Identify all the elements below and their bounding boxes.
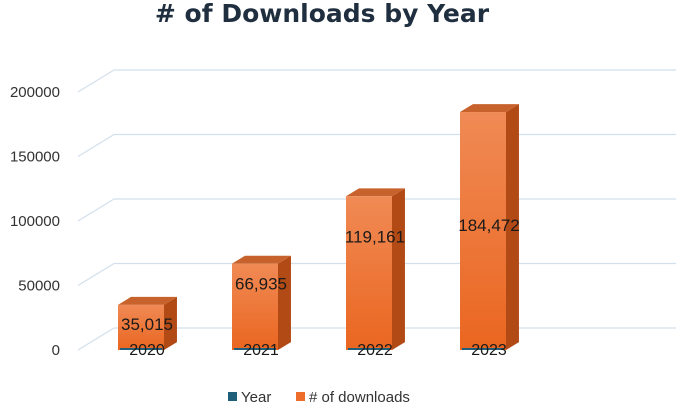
year-series-bar — [234, 348, 276, 350]
bar-side — [164, 296, 177, 350]
category-label: 2023 — [471, 342, 507, 359]
legend: Year # of downloads — [228, 389, 410, 406]
y-tick-label: 100000 — [10, 213, 60, 230]
category-label: 2022 — [357, 342, 393, 359]
data-labels: 35,015 66,935 119,161 184,472 — [121, 216, 520, 334]
data-label: 35,015 — [121, 315, 173, 334]
bar-side — [392, 188, 405, 350]
category-label: 2020 — [129, 342, 165, 359]
legend-label-downloads: # of downloads — [309, 389, 410, 406]
data-label: 119,161 — [345, 227, 405, 246]
bar-2023 — [460, 104, 519, 351]
category-labels: 2020 2021 2022 2023 — [129, 342, 507, 359]
year-series-bar — [462, 348, 504, 350]
year-series-bar — [348, 348, 390, 350]
y-tick-label: 150000 — [10, 149, 60, 166]
gridline-depth — [77, 69, 115, 93]
bar-top — [460, 104, 519, 113]
legend-swatch-year — [228, 392, 237, 401]
y-axis-ticks: 0 50000 100000 150000 200000 — [10, 84, 60, 359]
bar-2021 — [232, 255, 291, 350]
gridline-depth — [77, 262, 115, 287]
data-label: 66,935 — [235, 275, 287, 294]
legend-label-year: Year — [241, 389, 271, 406]
bar-top — [232, 255, 291, 264]
data-label: 184,472 — [458, 216, 519, 235]
bar-front — [118, 304, 164, 350]
y-tick-label: 50000 — [18, 278, 60, 295]
gridline-depth — [77, 133, 115, 158]
bar-front — [346, 196, 392, 350]
gridline-depth — [77, 327, 115, 351]
bar-front — [232, 263, 278, 350]
category-label: 2021 — [243, 342, 279, 359]
y-tick-label: 200000 — [10, 84, 60, 101]
year-series-bar — [120, 348, 162, 350]
chart-title: # of Downloads by Year — [155, 0, 490, 28]
bar-side — [278, 255, 291, 350]
gridline-depth — [77, 198, 115, 222]
bar-top — [346, 188, 405, 197]
legend-swatch-downloads — [296, 392, 305, 401]
bar-2020 — [118, 296, 177, 350]
bars — [118, 104, 519, 351]
bar-side — [506, 104, 519, 351]
bar-top — [118, 296, 177, 305]
y-tick-label: 0 — [52, 342, 60, 359]
bar-front — [460, 112, 506, 350]
bar-2022 — [346, 188, 405, 350]
